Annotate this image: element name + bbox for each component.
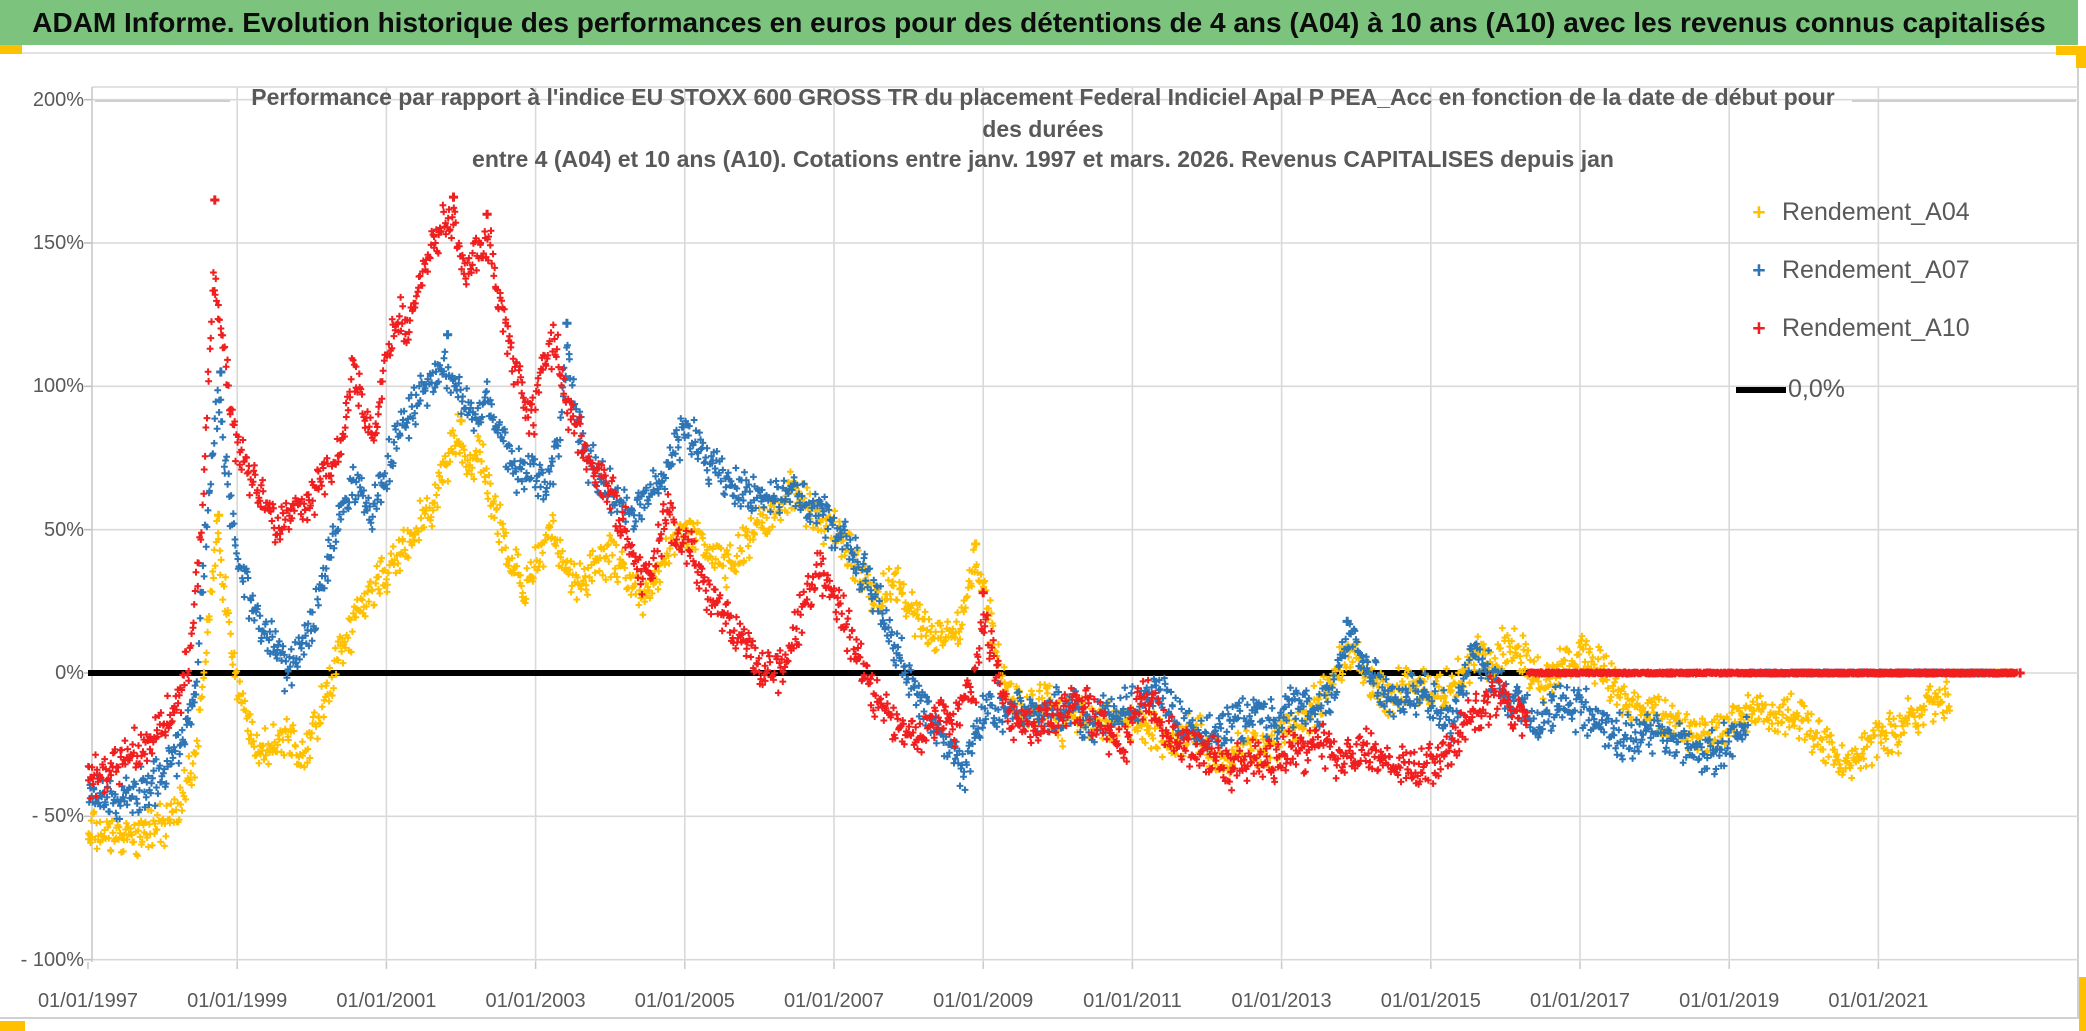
legend-plus-marker-icon: + <box>1752 257 1766 283</box>
legend-line-marker-icon <box>1736 386 1786 393</box>
x-axis-label: 01/01/2001 <box>336 990 437 1012</box>
x-axis-label: 01/01/1999 <box>187 990 288 1012</box>
legend-item-rendement-a10: + Rendement_A10 <box>1736 314 1970 343</box>
x-axis-label: 01/01/2019 <box>1679 990 1780 1012</box>
y-axis-label: - 50% <box>31 805 84 828</box>
legend-plus-marker-icon: + <box>1752 315 1766 341</box>
series-outliers-Rendement_A07 <box>216 318 1352 626</box>
x-axis-label: 01/01/2021 <box>1828 990 1929 1012</box>
chart-title-line-2: des durées <box>982 116 1104 142</box>
legend-label: 0,0% <box>1788 375 1845 403</box>
y-axis-label: 50% <box>43 518 84 541</box>
x-axis-label: 01/01/2013 <box>1231 990 1332 1012</box>
header-bar: ADAM Informe. Evolution historique des p… <box>0 0 2078 45</box>
x-axis-label: 01/01/2003 <box>485 990 586 1012</box>
series-Rendement_A07 <box>84 341 2018 823</box>
legend-label: Rendement_A10 <box>1782 314 1970 342</box>
series-outliers-Rendement_A10 <box>210 192 2025 678</box>
chart-title-line-3: entre 4 (A04) et 10 ans (A10). Cotations… <box>472 146 1614 172</box>
accent-corner-bottom-right <box>2079 977 2086 1031</box>
series-Rendement_A10 <box>85 201 2021 802</box>
chart-right-border <box>2077 53 2079 1019</box>
x-axis-label: 01/01/1997 <box>37 990 139 1012</box>
accent-corner-bottom-left <box>0 1021 25 1031</box>
accent-corner-top-right-tail <box>2076 46 2086 68</box>
y-axis-label: 200% <box>32 88 84 111</box>
y-axis-label: 100% <box>32 375 84 398</box>
legend-label: Rendement_A04 <box>1782 198 1970 226</box>
series-Rendement_A04 <box>85 411 2018 860</box>
chart-bottom-border <box>0 1017 2078 1019</box>
series-outliers-Rendement_A04 <box>214 416 981 549</box>
legend-item-rendement-a04: + Rendement_A04 <box>1736 198 1970 227</box>
chart-title-line-1: Performance par rapport à l'indice EU ST… <box>251 84 1835 110</box>
y-axis-label: - 100% <box>20 948 84 971</box>
x-axis-label: 01/01/2009 <box>933 990 1034 1012</box>
header-divider <box>0 52 2086 54</box>
legend-item-rendement-a07: + Rendement_A07 <box>1736 256 1970 285</box>
accent-corner-top-right <box>2056 46 2086 55</box>
y-axis-label: 150% <box>32 231 84 254</box>
y-axis-label: 0% <box>55 662 84 684</box>
accent-corner-top-left <box>0 45 22 54</box>
header-title: ADAM Informe. Evolution historique des p… <box>32 6 2046 38</box>
x-axis-label: 01/01/2007 <box>783 990 885 1012</box>
legend-plus-marker-icon: + <box>1752 199 1766 225</box>
x-axis-label: 01/01/2017 <box>1529 990 1631 1012</box>
x-axis-label: 01/01/2005 <box>634 990 735 1012</box>
x-axis-label: 01/01/2011 <box>1083 990 1182 1012</box>
legend-item-0-0-: 0,0% <box>1736 375 1845 404</box>
x-axis-label: 01/01/2015 <box>1380 990 1481 1012</box>
legend-label: Rendement_A07 <box>1782 256 1970 284</box>
